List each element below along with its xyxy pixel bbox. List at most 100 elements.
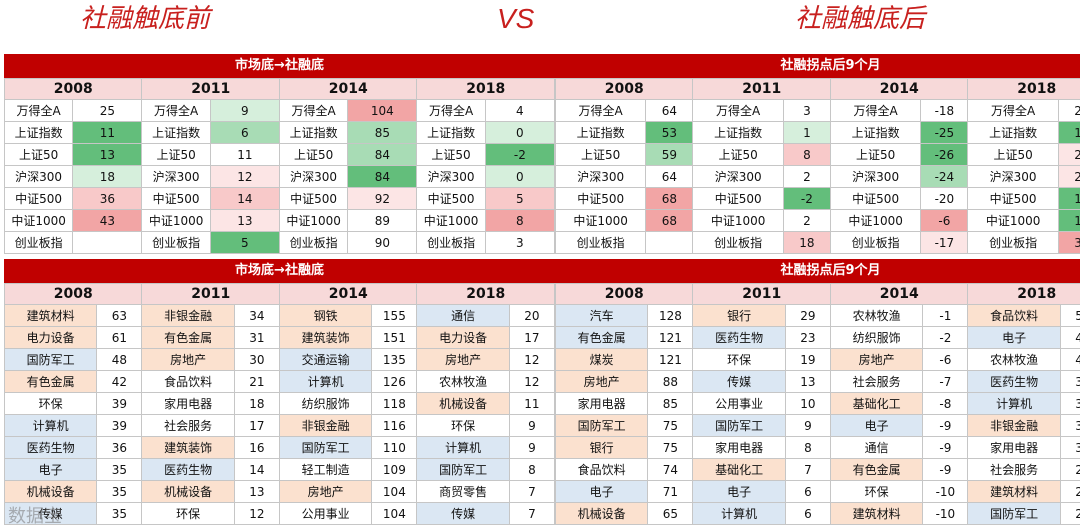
row-value: 19 [784,348,831,371]
row-value: 135 [371,348,418,371]
row-value: 75 [647,414,694,437]
row-name: 万得全A [3,99,74,122]
year-header-row: 2008 2011 2014 2018 [554,283,1080,305]
row-value: 74 [647,458,694,481]
row-name: 建筑装饰 [278,326,373,349]
row-name: 中证1000 [692,209,784,232]
row-name: 有色金属 [141,326,235,349]
row-value: 104 [371,502,418,525]
row-value: 84 [347,165,418,188]
row-name: 创业板指 [829,231,922,254]
table-row: 中证500 36 中证500 14 中证500 92 中证500 5 [3,187,556,210]
row-name: 中证1000 [141,209,211,232]
row-name: 房地产 [829,348,924,371]
row-name: 农林牧渔 [967,348,1061,371]
row-value: 90 [347,231,418,254]
row-value: 61 [96,326,143,349]
row-value: 17 [508,326,556,349]
row-name: 万得全A [141,99,211,122]
row-value: 26 [1059,458,1080,481]
row-name: 上证指数 [3,121,74,144]
row-name: 沪深300 [554,165,647,188]
row-value: 18 [782,231,831,254]
row-value: 59 [645,143,694,166]
row-name: 万得全A [554,99,647,122]
row-name: 环保 [416,414,510,437]
row-name: 沪深300 [3,165,74,188]
row-value: 34 [1059,370,1080,393]
row-value: 7 [784,458,831,481]
year-header: 2011 [141,78,280,100]
row-value: -9 [922,458,969,481]
row-value: -17 [920,231,969,254]
row-value: 85 [347,121,418,144]
row-value: 13 [784,370,831,393]
row-name: 家用电器 [692,436,786,459]
row-name: 纺织服饰 [829,326,924,349]
year-header: 2014 [278,283,418,305]
row-name: 社会服务 [967,458,1061,481]
row-value: 63 [96,304,143,327]
row-value: 21 [233,370,280,393]
row-name: 通信 [829,436,924,459]
row-name: 交通运输 [278,348,373,371]
row-name: 家用电器 [141,392,235,415]
row-name: 上证50 [278,143,349,166]
year-header: 2018 [416,283,555,305]
row-value: 12 [209,165,280,188]
row-value: 12 [508,348,556,371]
row-name: 沪深300 [829,165,922,188]
table-row: 有色金属 42 食品饮料 21 计算机 126 农林牧渔 12 [3,370,556,393]
row-value: 3 [782,99,831,122]
row-value: 36 [72,187,143,210]
row-value: 116 [371,414,418,437]
row-name: 国防军工 [967,502,1061,525]
row-value: 7 [508,480,556,503]
year-header: 2018 [967,283,1080,305]
title-vs: VS [497,3,535,34]
year-header-row: 2008 2011 2014 2018 [554,78,1080,100]
row-value: -6 [922,348,969,371]
row-name: 中证1000 [416,209,486,232]
row-name: 传媒 [3,502,98,525]
row-value: 11 [72,121,143,144]
year-header: 2008 [554,78,694,100]
row-name: 有色金属 [829,458,924,481]
row-value: 16 [1057,209,1080,232]
row-value: 58 [1059,304,1080,327]
row-value: 2 [782,165,831,188]
row-name: 环保 [692,348,786,371]
row-name: 银行 [692,304,786,327]
table-row: 上证50 13 上证50 11 上证50 84 上证50 -2 [3,143,556,166]
row-value: -1 [922,304,969,327]
row-name: 机械设备 [416,392,510,415]
row-value: 0 [484,121,556,144]
year-header: 2008 [3,78,143,100]
row-value: 155 [371,304,418,327]
row-value: 16 [233,436,280,459]
row-value: 2 [782,209,831,232]
row-name: 上证50 [141,143,211,166]
row-name: 非银金融 [278,414,373,437]
row-name: 中证500 [416,187,486,210]
row-value: 22 [1057,99,1080,122]
row-value: 8 [784,436,831,459]
row-name: 纺织服饰 [278,392,373,415]
row-value: 14 [209,187,280,210]
row-value: -2 [922,326,969,349]
row-name: 中证500 [967,187,1059,210]
row-name: 国防军工 [692,414,786,437]
row-value: 11 [508,392,556,415]
row-name: 商贸零售 [416,480,510,503]
row-value: 35 [96,480,143,503]
row-name: 万得全A [416,99,486,122]
row-value: -7 [922,370,969,393]
panel-table: 2008 2011 2014 2018 万得全A 25 万得全A 9 万得全A 104 万得全A 4 上… [3,78,556,254]
row-name: 创业板指 [416,231,486,254]
row-name: 中证500 [3,187,74,210]
